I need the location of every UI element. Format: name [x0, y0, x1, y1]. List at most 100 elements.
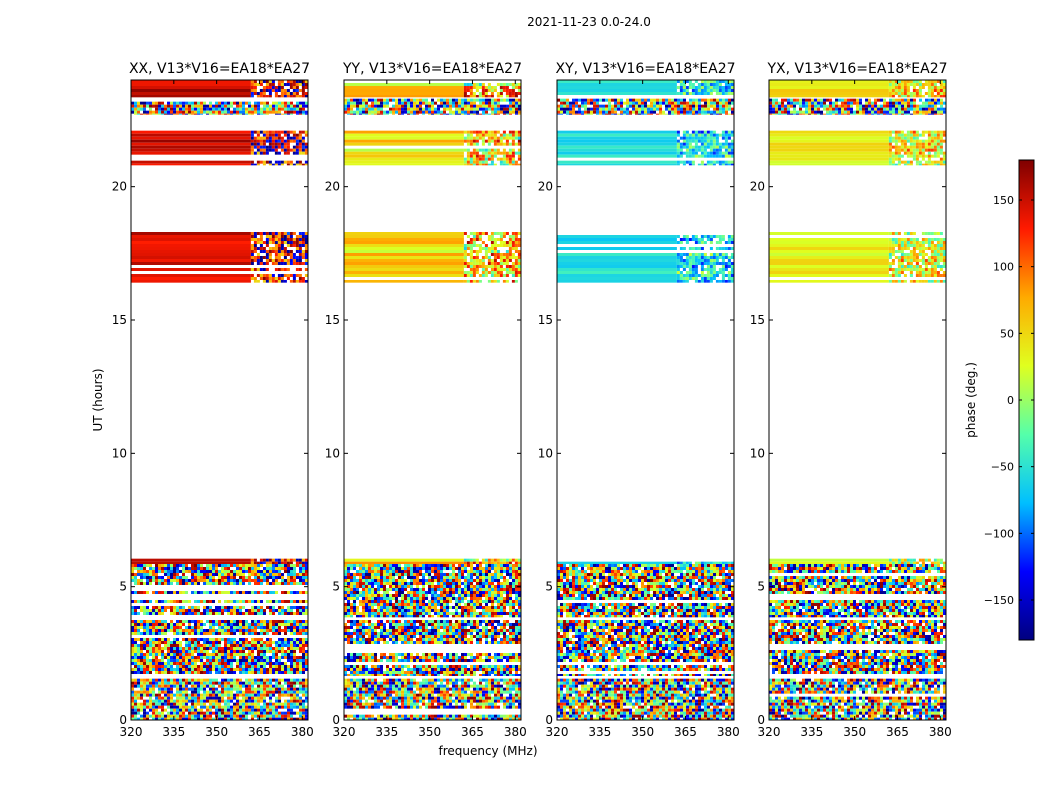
heatmap-cell: [275, 668, 278, 671]
heatmap-cell: [301, 89, 305, 92]
heatmap-cell: [167, 107, 170, 111]
heatmap-cell: [215, 638, 218, 641]
heatmap-cell: [416, 659, 419, 662]
heatmap-cell: [299, 687, 302, 691]
heatmap-cell: [218, 623, 221, 626]
heatmap-cell: [425, 570, 428, 573]
heatmap-cell: [290, 609, 293, 612]
heatmap-cell: [425, 641, 428, 644]
heatmap-cell: [224, 653, 227, 656]
heatmap-cell: [500, 684, 503, 688]
heatmap-cell: [452, 564, 455, 567]
heatmap-cell: [305, 659, 308, 662]
heatmap-cell: [506, 705, 509, 709]
heatmap-cell: [155, 591, 158, 594]
heatmap-cell: [191, 570, 194, 573]
heatmap-cell: [479, 638, 482, 641]
heatmap-cell: [152, 632, 155, 635]
heatmap-cell: [188, 708, 191, 712]
heatmap-cell: [158, 678, 161, 682]
heatmap-cell: [425, 693, 428, 697]
heatmap-cell: [277, 247, 281, 250]
heatmap-cell: [404, 714, 407, 718]
heatmap-cell: [215, 582, 218, 585]
heatmap-cell: [242, 644, 245, 647]
heatmap-cell: [506, 690, 509, 694]
heatmap-cell: [398, 620, 401, 623]
heatmap-cell: [173, 638, 176, 641]
heatmap-cell: [443, 626, 446, 629]
heatmap-cell: [344, 632, 347, 635]
heatmap-cell: [230, 717, 233, 720]
heatmap-cell: [277, 235, 281, 238]
heatmap-cell: [299, 681, 302, 685]
heatmap-cell: [209, 687, 212, 691]
heatmap-cell: [269, 620, 272, 623]
heatmap-cell: [461, 705, 464, 709]
heatmap-cell: [407, 653, 410, 656]
heatmap-cell: [257, 582, 260, 585]
heatmap-cell: [218, 620, 221, 623]
heatmap-cell: [437, 620, 440, 623]
heatmap-cell: [512, 699, 515, 703]
heatmap-cell: [221, 690, 224, 694]
heatmap-cell: [299, 638, 302, 641]
heatmap-cell: [272, 711, 275, 715]
heatmap-cell: [284, 612, 287, 615]
heatmap-cell: [259, 250, 263, 253]
heatmap-cell: [194, 591, 197, 594]
heatmap-cell: [218, 705, 221, 709]
heatmap-cell: [182, 579, 185, 582]
heatmap-cell: [188, 612, 191, 615]
heatmap-cell: [281, 668, 284, 671]
heatmap-cell: [143, 659, 146, 662]
heatmap-cell: [194, 714, 197, 718]
heatmap-cell: [449, 632, 452, 635]
heatmap-cell: [185, 693, 188, 697]
heatmap-cell: [254, 609, 257, 612]
heatmap-cell: [287, 653, 290, 656]
heatmap-cell: [350, 635, 353, 638]
heatmap-cell: [179, 576, 182, 579]
heatmap-cell: [236, 693, 239, 697]
heatmap-cell: [410, 567, 413, 570]
heatmap-cell: [467, 576, 470, 579]
heatmap-cell: [377, 564, 380, 567]
heatmap-cell: [473, 570, 476, 573]
heatmap-cell: [416, 656, 419, 659]
heatmap-cell: [149, 653, 152, 656]
heatmap-cell: [290, 668, 293, 671]
heatmap-cell: [170, 687, 173, 691]
heatmap-cell: [509, 638, 512, 641]
heatmap-cell: [287, 638, 290, 641]
heatmap-cell: [218, 101, 221, 105]
heatmap-cell: [275, 711, 278, 715]
heatmap-cell: [161, 620, 164, 623]
heatmap-cell: [286, 558, 290, 562]
heatmap-cell: [203, 579, 206, 582]
heatmap-cell: [401, 635, 404, 638]
heatmap-cell: [302, 104, 305, 108]
heatmap-cell: [464, 570, 467, 573]
heatmap-cell: [209, 612, 212, 615]
heatmap-cell: [301, 250, 305, 253]
heatmap-cell: [395, 567, 398, 570]
heatmap-cell: [137, 678, 140, 682]
heatmap-cell: [368, 702, 371, 706]
heatmap-cell: [212, 620, 215, 623]
heatmap-cell: [416, 671, 419, 674]
heatmap-cell: [254, 632, 257, 635]
heatmap-cell: [197, 620, 200, 623]
heatmap-cell: [263, 668, 266, 671]
heatmap-cell: [353, 638, 356, 641]
heatmap-cell: [188, 629, 191, 632]
heatmap-cell: [428, 641, 431, 644]
heatmap-cell: [245, 656, 248, 659]
heatmap-cell: [167, 687, 170, 691]
heatmap-cell: [134, 629, 137, 632]
heatmap-cell: [268, 241, 272, 244]
heatmap-cell: [425, 665, 428, 668]
heatmap-cell: [149, 638, 152, 641]
heatmap-cell: [281, 678, 284, 682]
